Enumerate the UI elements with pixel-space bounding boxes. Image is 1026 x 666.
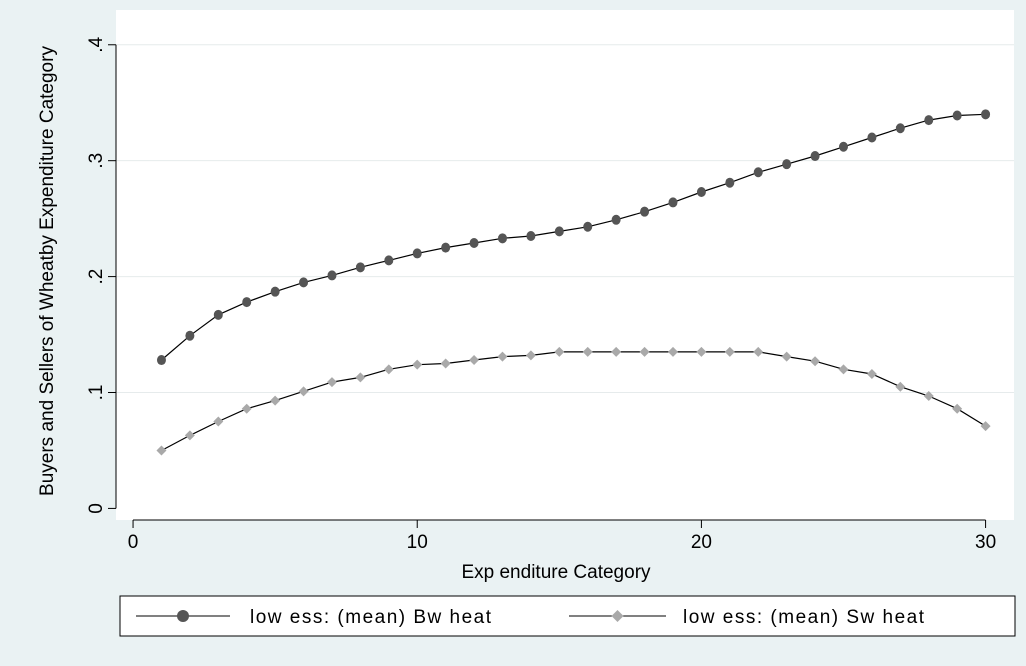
data-point: [185, 330, 195, 341]
plot-area: [116, 10, 1014, 520]
data-point: [326, 377, 337, 388]
legend-marker-bwheat: [177, 610, 189, 622]
data-point: [668, 197, 678, 208]
data-point: [895, 381, 906, 392]
data-point: [838, 141, 848, 152]
series-bwheat: [156, 109, 991, 366]
data-point: [810, 151, 820, 162]
data-point: [639, 346, 650, 357]
data-point: [298, 386, 309, 397]
data-point: [355, 372, 366, 383]
data-point: [611, 214, 621, 225]
data-point: [526, 231, 536, 242]
series-line: [161, 351, 986, 452]
data-point: [782, 159, 792, 170]
data-point: [355, 262, 365, 273]
data-point: [327, 270, 337, 281]
data-point: [810, 356, 821, 367]
data-point: [554, 226, 564, 237]
legend-marker-swheat: [611, 610, 624, 622]
data-point: [412, 248, 422, 259]
data-point: [725, 177, 735, 188]
x-tick-label: 30: [975, 532, 996, 553]
data-point: [184, 430, 195, 441]
data-point: [469, 355, 480, 366]
x-tick-label: 0: [128, 532, 139, 553]
data-point: [952, 110, 962, 121]
data-point: [582, 346, 593, 357]
data-point: [270, 395, 281, 406]
data-point: [441, 242, 451, 253]
data-point: [440, 358, 451, 369]
data-point: [242, 297, 252, 308]
data-point: [156, 445, 167, 456]
data-point: [497, 233, 507, 244]
data-point: [554, 346, 565, 357]
y-tick-label: .1: [86, 385, 107, 401]
axes: 0 .1 .2 .3 .4 0 10 20 30: [86, 36, 996, 553]
data-point: [525, 350, 536, 361]
legend: low ess: (mean) Bw heat low ess: (mean) …: [119, 595, 1016, 637]
grid-lines: [116, 44, 1014, 393]
data-point: [412, 359, 423, 370]
y-tick-label: .2: [86, 269, 107, 285]
data-point: [213, 416, 224, 427]
data-point: [299, 277, 309, 288]
data-point: [696, 346, 707, 357]
data-point: [753, 346, 764, 357]
series-swheat: [156, 346, 991, 456]
data-point: [696, 186, 706, 197]
data-point: [724, 346, 735, 357]
y-tick-label: 0: [86, 503, 107, 514]
data-point: [469, 237, 479, 248]
data-point: [781, 351, 792, 362]
data-point: [611, 346, 622, 357]
series-layer: [156, 109, 991, 456]
y-tick-label: .3: [86, 153, 107, 169]
data-point: [241, 403, 252, 414]
x-axis-title: Exp enditure Category: [461, 562, 651, 583]
data-point: [667, 346, 678, 357]
legend-box: [119, 595, 1016, 637]
data-point: [384, 255, 394, 266]
data-point: [924, 115, 934, 126]
data-point: [952, 403, 963, 414]
data-point: [923, 390, 934, 401]
legend-label-bwheat: low ess: (mean) Bw heat: [250, 607, 493, 628]
data-point: [981, 109, 991, 120]
data-point: [753, 167, 763, 178]
x-tick-label: 10: [407, 532, 428, 553]
data-point: [383, 364, 394, 375]
data-point: [497, 351, 508, 362]
data-point: [156, 355, 166, 366]
y-axis-title: Buyers and Sellers of Wheatby Expenditur…: [37, 46, 58, 496]
x-tick-label: 20: [691, 532, 712, 553]
data-point: [583, 221, 593, 232]
data-point: [213, 309, 223, 320]
data-point: [867, 132, 877, 143]
data-point: [838, 364, 849, 375]
data-point: [270, 286, 280, 297]
data-point: [866, 368, 877, 379]
data-point: [980, 421, 991, 432]
y-tick-label: .4: [86, 36, 107, 52]
legend-label-swheat: low ess: (mean) Sw heat: [683, 607, 926, 628]
data-point: [895, 123, 905, 134]
data-point: [640, 206, 650, 217]
series-line: [161, 113, 986, 361]
